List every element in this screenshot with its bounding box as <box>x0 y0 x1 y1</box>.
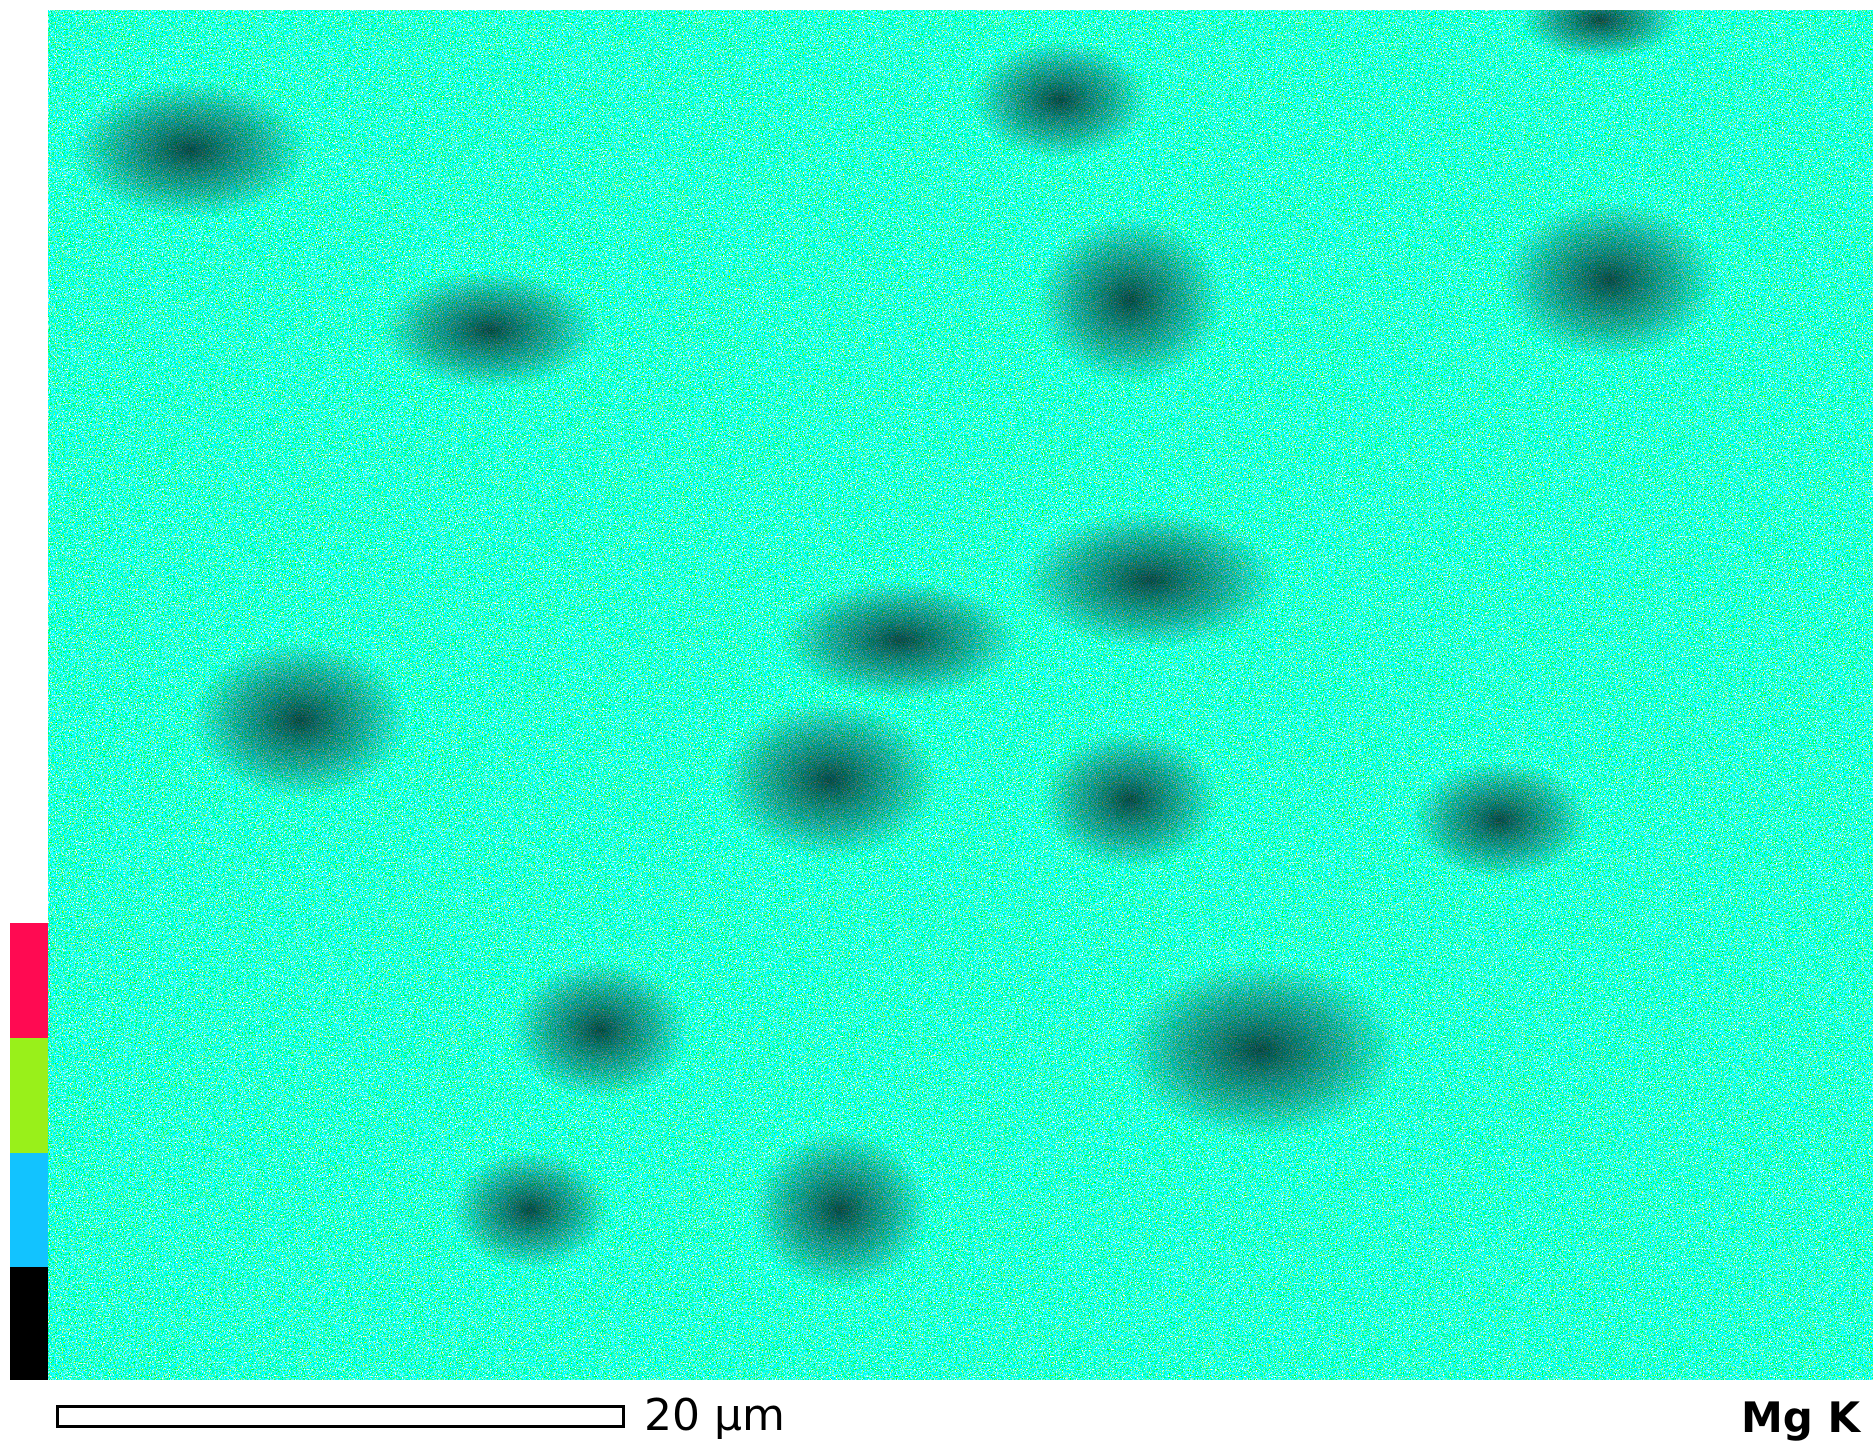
page: {"scale_bar": {"label": "20 µm"}, "map":… <box>0 0 1873 1444</box>
color-scale-black <box>10 1267 48 1380</box>
color-scale-cyan <box>10 1153 48 1267</box>
eds-map-view: 20 µm Mg K <box>0 0 1873 1444</box>
color-scale-red <box>10 923 48 1038</box>
color-scale <box>10 923 48 1380</box>
color-scale-green <box>10 1038 48 1153</box>
element-label: Mg K <box>1741 1393 1861 1442</box>
element-map <box>48 0 1873 1380</box>
scale-bar-label: 20 µm <box>644 1390 785 1441</box>
scale-bar <box>58 1407 624 1427</box>
